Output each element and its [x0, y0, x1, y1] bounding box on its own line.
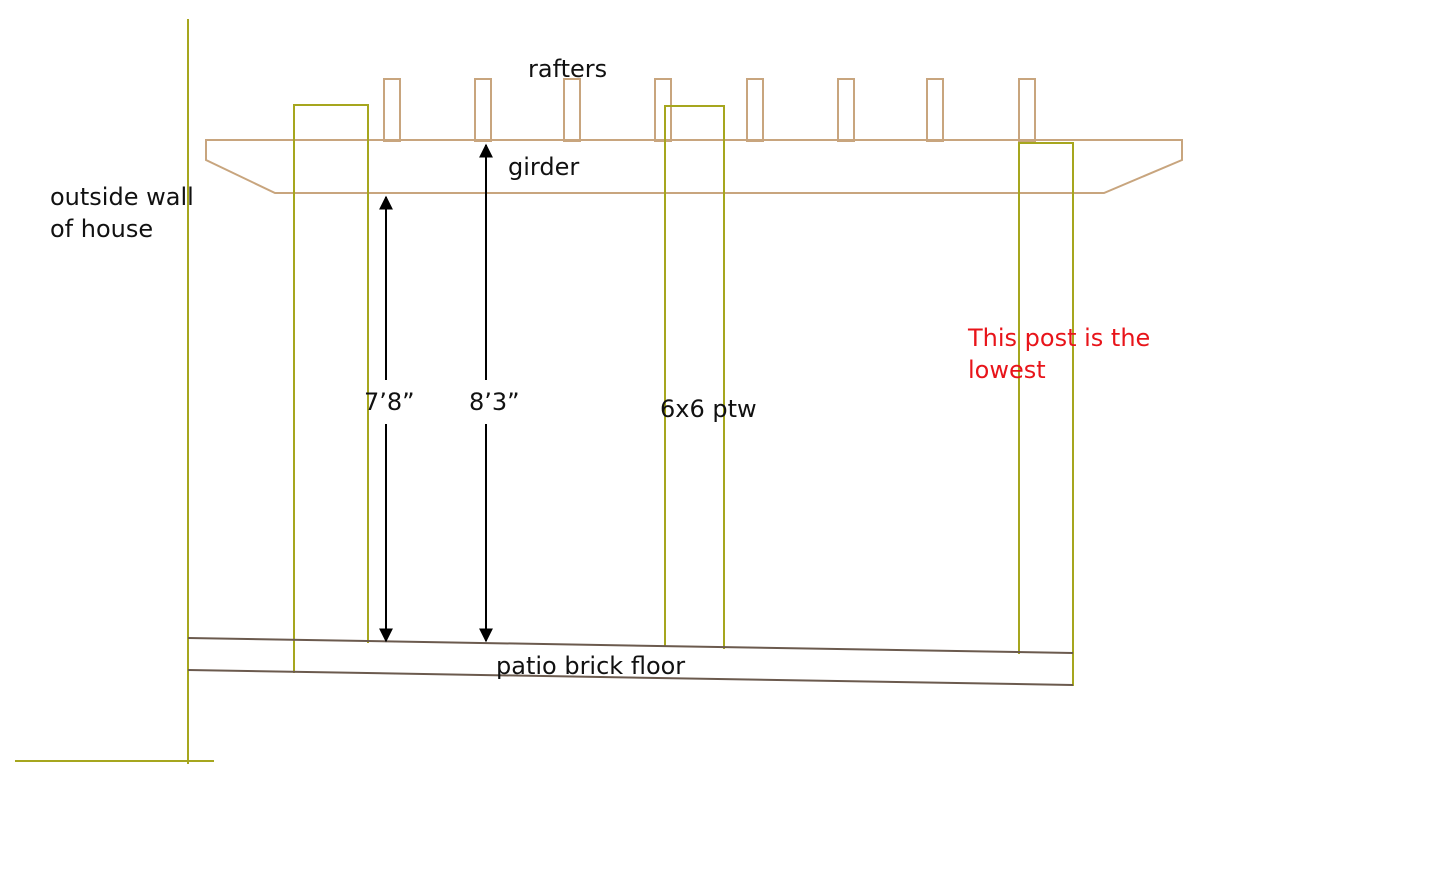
patio-floor — [187, 637, 1074, 686]
rafters — [383, 78, 1036, 142]
rafter — [474, 78, 492, 142]
floor-bottom-line — [187, 669, 1074, 686]
floor-label: patio brick floor — [496, 652, 685, 680]
post-right — [1018, 142, 1074, 686]
rafter — [654, 78, 672, 142]
wall-label-line1: outside wall — [50, 183, 194, 211]
rafter — [383, 78, 401, 142]
girder-label: girder — [508, 153, 579, 181]
wall-label-line2: of house — [50, 215, 153, 243]
rafter — [926, 78, 944, 142]
girder — [205, 139, 1183, 194]
dimension-left-label: 7’8” — [364, 388, 415, 416]
post-size-label: 6x6 ptw — [660, 395, 757, 423]
post-left — [293, 104, 369, 673]
post-middle — [664, 105, 725, 649]
rafter — [1018, 78, 1036, 142]
dimension-right-label: 8’3” — [469, 388, 520, 416]
lowest-post-note-line2: lowest — [968, 356, 1046, 384]
floor-top-line — [187, 637, 1074, 654]
lowest-post-note-line1: This post is the — [967, 324, 1150, 352]
posts — [293, 104, 1074, 686]
rafter — [837, 78, 855, 142]
rafter — [563, 78, 581, 142]
rafter — [746, 78, 764, 142]
rafters-label: rafters — [528, 55, 607, 83]
